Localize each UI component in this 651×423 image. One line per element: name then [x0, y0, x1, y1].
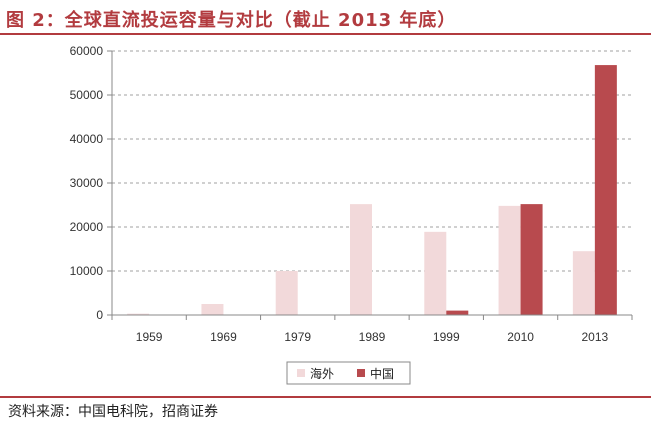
legend-label: 中国 [370, 366, 394, 381]
y-axis: 0 10000 20000 30000 40000 50000 60000 [70, 44, 113, 322]
bar-china-2010 [520, 204, 543, 315]
bar-overseas-1979 [275, 271, 298, 315]
bar-overseas-1959 [127, 313, 150, 315]
legend-swatch [357, 369, 365, 377]
y-tick-label: 60000 [70, 44, 104, 58]
x-tick-label: 1979 [284, 330, 311, 344]
legend-swatch [297, 369, 305, 377]
x-tick-label: 2013 [582, 330, 609, 344]
legend: 海外 中国 [286, 361, 411, 385]
y-tick-label: 40000 [70, 132, 104, 146]
chart-title: 图 2：全球直流投运容量与对比（截止 2013 年底） [6, 10, 457, 31]
x-tick-label: 1999 [433, 330, 460, 344]
x-tick-label: 1969 [210, 330, 237, 344]
title-rule [0, 33, 651, 35]
bar-overseas-1989 [350, 204, 372, 315]
x-axis: 1959 1969 1979 1989 1999 2010 2013 [111, 314, 633, 344]
x-tick-label: 2010 [507, 330, 534, 344]
y-tick-label: 0 [96, 308, 103, 322]
bar-china-2013 [594, 65, 617, 315]
bar-overseas-1969 [201, 304, 224, 315]
y-tick-label: 50000 [70, 88, 104, 102]
bar-overseas-2010 [498, 205, 521, 315]
legend-label: 海外 [310, 366, 334, 381]
x-tick-label: 1989 [359, 330, 386, 344]
source-rule [0, 396, 651, 398]
y-tick-label: 10000 [70, 264, 104, 278]
x-tick-label: 1959 [136, 330, 163, 344]
y-tick-label: 20000 [70, 220, 104, 234]
legend-box [286, 361, 411, 385]
bars [127, 65, 617, 315]
bar-overseas-2013 [572, 251, 595, 315]
y-tick-label: 30000 [70, 176, 104, 190]
bar-china-1999 [446, 310, 469, 315]
source-note: 资料来源：中国电科院，招商证券 [8, 404, 218, 420]
bar-overseas-1999 [424, 231, 447, 315]
